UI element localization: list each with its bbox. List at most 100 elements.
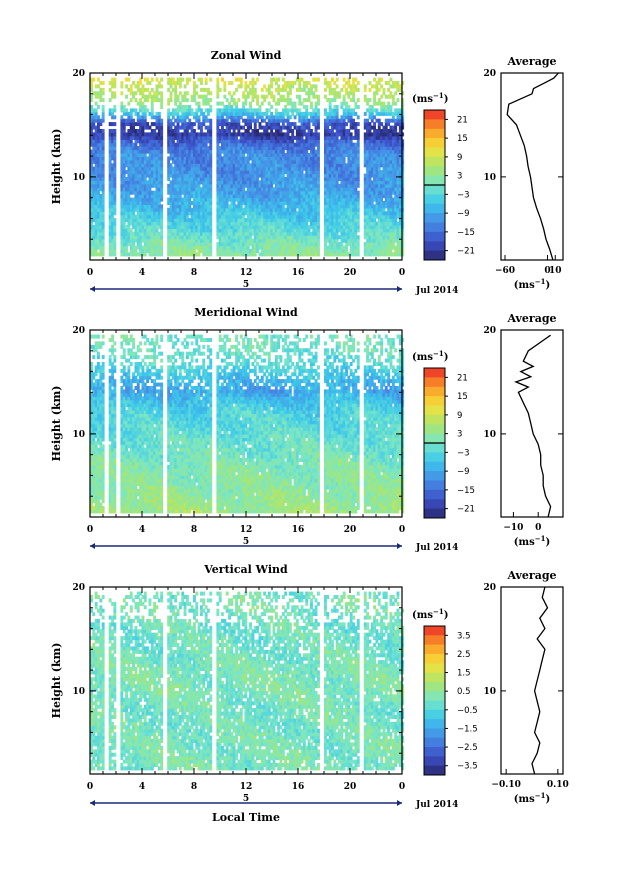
heatmap-cell — [202, 228, 206, 233]
heatmap-cell — [307, 207, 311, 212]
heatmap-cell — [99, 238, 103, 243]
heatmap-cell — [298, 139, 302, 144]
heatmap-cell — [279, 218, 283, 223]
heatmap-cell — [277, 101, 281, 106]
heatmap-cell — [265, 146, 269, 151]
heatmap-cell — [97, 207, 100, 212]
heatmap-cell — [167, 101, 171, 106]
heatmap-cell — [174, 156, 178, 161]
heatmap-cell — [279, 177, 283, 181]
heatmap-cell — [143, 77, 147, 82]
heatmap-cell — [338, 252, 341, 257]
heatmap-cell — [92, 166, 96, 171]
heatmap-cell — [370, 173, 374, 178]
heatmap-cell — [246, 225, 250, 229]
heatmap-cell — [120, 183, 124, 188]
heatmap-cell — [314, 108, 318, 113]
heatmap-cell — [216, 207, 220, 212]
heatmap-cell — [263, 187, 267, 192]
heatmap-cell — [363, 190, 367, 195]
heatmap-cell — [368, 201, 372, 205]
heatmap-cell — [356, 211, 360, 216]
heatmap-cell — [223, 108, 227, 113]
heatmap-cell — [167, 115, 171, 120]
heatmap-cell — [176, 177, 180, 181]
heatmap-cell — [342, 115, 346, 120]
heatmap-cell — [216, 139, 220, 144]
heatmap-cell — [277, 194, 281, 199]
heatmap-cell — [256, 221, 259, 226]
heatmap-cell — [279, 252, 283, 257]
heatmap-cell — [132, 225, 135, 229]
heatmap-cell — [197, 166, 201, 171]
heatmap-cell — [120, 180, 124, 185]
heatmap-cell — [260, 190, 264, 195]
heatmap-cell — [141, 221, 145, 226]
heatmap-cell — [235, 111, 238, 116]
heatmap-cell — [281, 173, 285, 178]
heatmap-cell — [242, 190, 245, 195]
heatmap-cell — [237, 207, 241, 212]
heatmap-cell — [178, 125, 182, 130]
heatmap-cell — [120, 125, 124, 130]
heatmap-cell — [139, 225, 142, 229]
heatmap-cell — [317, 118, 320, 123]
heatmap-cell — [160, 101, 164, 106]
heatmap-cell — [228, 115, 231, 120]
heatmap-cell — [174, 211, 178, 216]
heatmap-cell — [167, 201, 171, 205]
heatmap-cell — [204, 94, 208, 99]
heatmap-cell — [200, 146, 203, 151]
heatmap-cell — [228, 211, 231, 216]
heatmap-cell — [139, 221, 142, 226]
heatmap-cell — [288, 221, 292, 226]
heatmap-cell — [317, 98, 320, 103]
heatmap-cell — [97, 204, 100, 209]
heatmap-cell — [216, 122, 220, 127]
heatmap-cell — [366, 214, 369, 219]
heatmap-cell — [249, 87, 252, 92]
heatmap-cell — [373, 238, 376, 243]
heatmap-cell — [366, 180, 369, 185]
heatmap-cell — [167, 122, 171, 127]
heatmap-cell — [300, 214, 304, 219]
heatmap-cell — [97, 228, 100, 233]
heatmap-cell — [281, 159, 285, 164]
heatmap-cell — [101, 98, 105, 103]
heatmap-cell — [155, 166, 159, 171]
heatmap-cell — [354, 218, 358, 223]
heatmap-cell — [314, 235, 318, 240]
heatmap-cell — [122, 242, 126, 247]
heatmap-cell — [352, 218, 355, 223]
heatmap-cell — [108, 194, 112, 199]
heatmap-cell — [90, 132, 93, 137]
heatmap-cell — [258, 180, 262, 185]
heatmap-cell — [370, 149, 374, 154]
heatmap-cell — [90, 105, 93, 109]
heatmap-cell — [244, 218, 248, 223]
heatmap-cell — [300, 221, 304, 226]
heatmap-cell — [274, 142, 278, 147]
heatmap-cell — [277, 221, 281, 226]
heatmap-cell — [305, 81, 309, 85]
heatmap-cell — [97, 201, 100, 205]
heatmap-cell — [328, 201, 332, 205]
heatmap-cell — [150, 242, 154, 247]
heatmap-cell — [167, 187, 171, 192]
heatmap-cell — [150, 159, 154, 164]
heatmap-cell — [148, 245, 152, 250]
heatmap-cell — [356, 87, 360, 92]
heatmap-cell — [300, 245, 304, 250]
heatmap-cell — [225, 173, 229, 178]
heatmap-cell — [265, 170, 269, 175]
heatmap-cell — [122, 132, 126, 137]
heatmap-cell — [155, 211, 159, 216]
heatmap-cell — [157, 249, 161, 253]
heatmap-cell — [92, 211, 96, 216]
heatmap-cell — [197, 235, 201, 240]
heatmap-cell — [373, 231, 376, 236]
heatmap-cell — [244, 163, 248, 168]
heatmap-cell — [101, 105, 105, 109]
heatmap-cell — [345, 115, 348, 120]
heatmap-cell — [270, 245, 274, 250]
